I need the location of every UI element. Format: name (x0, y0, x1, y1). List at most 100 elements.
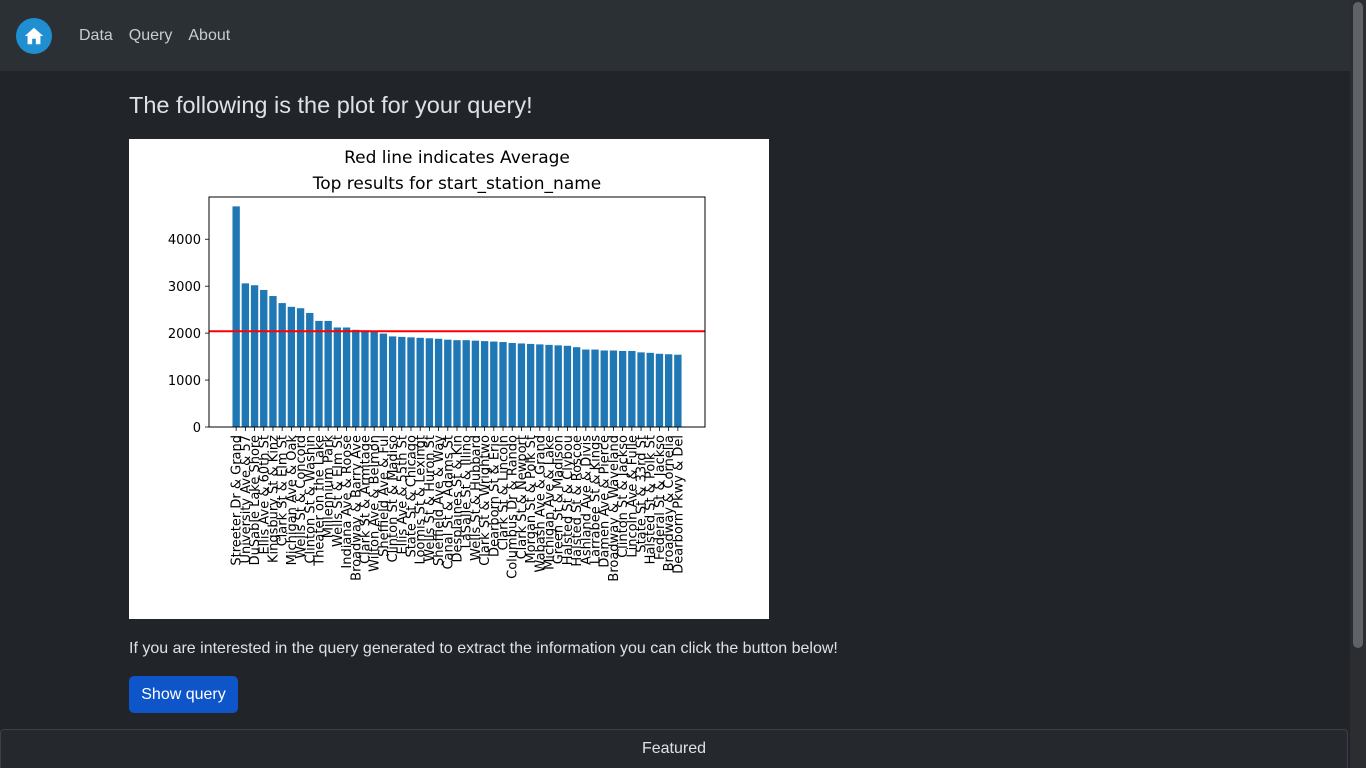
x-tick-label: Sheffield Ave & Ful (377, 435, 392, 557)
x-tick-label: DuSable Lake Shore (248, 435, 263, 565)
x-tick-label: Kingsbury St & Kinz (266, 435, 281, 563)
x-tick-label: State St & 33rd St (635, 435, 650, 553)
x-tick-label: Halsted St & Clybou (561, 435, 576, 565)
y-tick-label: 1000 (168, 374, 201, 389)
navbar: Data Query About (0, 0, 1350, 71)
bar (342, 327, 351, 427)
x-tick-label: Wilton Ave & Belmon (368, 435, 383, 572)
x-tick-label: Millennium Park (322, 435, 337, 539)
home-button[interactable] (16, 17, 52, 54)
bar (296, 308, 305, 427)
bar (563, 345, 572, 427)
bar (628, 350, 636, 427)
page-scrollbar[interactable] (1350, 0, 1366, 768)
bar (554, 345, 562, 427)
bar (646, 352, 654, 427)
bar (664, 354, 673, 427)
bar (572, 347, 581, 427)
bar (517, 343, 526, 427)
x-tick-label: Clark St & Wrightwo (478, 435, 493, 566)
x-tick-label: Clinton St & Washin (303, 435, 318, 564)
bar (609, 350, 618, 427)
plot-frame (208, 196, 706, 428)
footer: Featured (0, 729, 1348, 768)
plot-image: Red line indicates Average Top results fo… (129, 139, 769, 619)
bar-chart: Red line indicates Average Top results fo… (168, 148, 706, 582)
x-tick-label: University Ave & 57 (239, 435, 254, 563)
x-tick-label: State St & Chicago (404, 435, 419, 558)
scrollbar-thumb[interactable] (1353, 2, 1363, 648)
x-tick-label: Clark St & Newport (515, 435, 530, 559)
x-tick-label: Clark St & Elm St (276, 435, 291, 546)
bar (471, 340, 480, 427)
show-query-button[interactable]: Show query (129, 676, 238, 713)
nav-link-about[interactable]: About (188, 26, 231, 44)
y-tick-label: 0 (193, 421, 201, 436)
x-tick-label: Ellis Ave & 55th St (395, 435, 410, 555)
x-tick-label: Dearborn Pkwy & Del (671, 435, 686, 574)
y-tick-label: 2000 (168, 327, 201, 342)
bar (232, 206, 240, 427)
x-tick-label: Halsted St & Roscoe (570, 435, 585, 567)
x-tick-label: Ellis Ave & 60th St (257, 435, 272, 555)
bar (361, 330, 369, 427)
bar (269, 296, 277, 427)
x-tick-label: Desplaines St & Kin (451, 435, 466, 563)
x-tick-label: Morgan St & Polk St (524, 435, 539, 564)
y-tick-label: 4000 (168, 233, 201, 248)
x-tick-label: Clark St & Armitage (358, 435, 373, 564)
bar (545, 344, 553, 427)
chart-subtitle: Top results for start_station_name (312, 174, 602, 194)
bar (260, 289, 268, 427)
x-tick-label: LaSalle St & Illino (460, 435, 475, 548)
bar (453, 340, 461, 427)
x-tick-label: Wabash Ave & Grand (533, 435, 548, 572)
x-tick-label: Streeter Dr & Grand (230, 435, 245, 566)
info-text: If you are interested in the query gener… (129, 640, 838, 657)
bar (315, 320, 323, 427)
bar (462, 340, 470, 427)
bar (655, 353, 664, 427)
x-tick-label: Lincoln Ave & Fulle (625, 435, 640, 558)
x-tick-label: Damen Ave & Pierce (598, 435, 613, 568)
x-tick-label: Wells St & Concord (294, 435, 309, 559)
x-tick-label: Green St & Madison (552, 435, 567, 564)
chart-title: Red line indicates Average (344, 148, 570, 168)
bar (582, 349, 590, 427)
x-tick-label: Halsted St & Polk St (644, 435, 659, 564)
bar (370, 331, 378, 427)
bar (324, 320, 332, 427)
x-tick-label: Sheffield Ave & Way (432, 435, 447, 566)
bar (306, 312, 314, 427)
x-tick-label: Loomis St & Lexingt (414, 435, 429, 565)
x-tick-label: Wells St & Huron St (423, 435, 438, 562)
bar (278, 303, 286, 427)
bar (637, 352, 645, 427)
bar (425, 338, 434, 427)
bar (600, 350, 608, 427)
x-tick-label: Michigan Ave & Oak (285, 435, 300, 566)
x-tick-label: Wells St & Hubbard (469, 435, 484, 561)
bar (444, 339, 452, 427)
x-tick-label: Larrabee St & Kings (589, 435, 604, 564)
x-tick-label: Broadway & Cornelia (662, 435, 677, 571)
x-tick-label: Broadway & Waveland (607, 435, 622, 582)
x-tick-label: Wells St & Elm St (331, 435, 346, 547)
nav-link-data[interactable]: Data (79, 26, 113, 44)
x-tick-label: Dearborn St & Erie (487, 435, 502, 557)
x-tick-label: Michigan Ave & Lake (543, 435, 558, 570)
bar (241, 283, 250, 427)
x-tick-label: Clinton St & Jackso (616, 435, 631, 558)
x-tick-label: Canal St & Adams St (441, 435, 456, 570)
bar (480, 341, 489, 427)
bar (352, 329, 360, 427)
bar (287, 306, 296, 427)
bar (499, 342, 507, 427)
bar (416, 337, 424, 427)
bar (526, 343, 535, 427)
x-tick-label: Broadway & Barry Ave (349, 435, 364, 581)
x-tick-label: Indiana Ave & Roose (340, 435, 355, 569)
nav-link-query[interactable]: Query (128, 26, 173, 44)
bar (379, 333, 388, 427)
bar (618, 350, 627, 427)
